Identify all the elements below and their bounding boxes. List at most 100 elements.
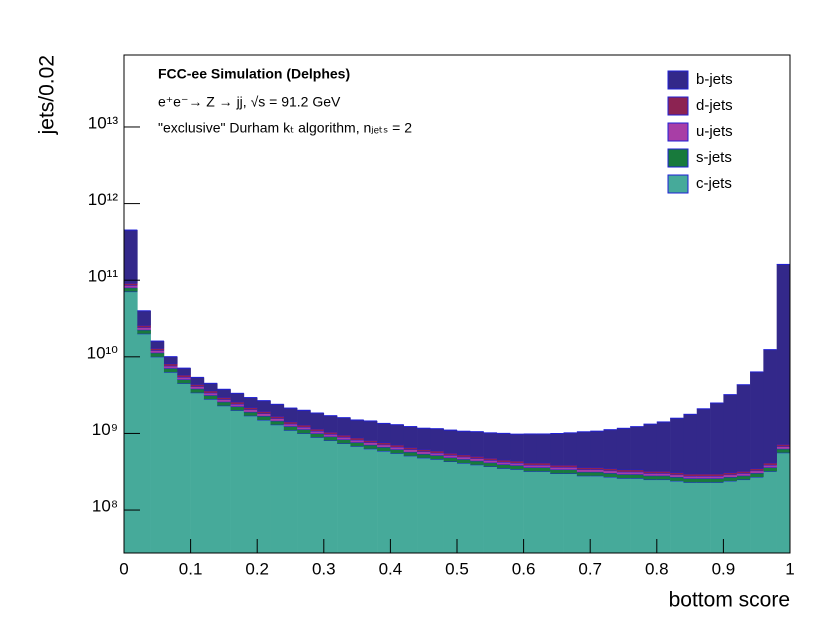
histogram-bar xyxy=(297,427,311,430)
histogram-bar xyxy=(683,414,698,474)
histogram-bar xyxy=(563,467,578,470)
histogram-bar xyxy=(430,459,444,553)
legend-label: b-jets xyxy=(696,71,733,88)
histogram-bar xyxy=(310,428,325,432)
histogram-bar xyxy=(630,426,644,470)
histogram-bar xyxy=(124,287,138,292)
legend-label: u-jets xyxy=(696,123,733,140)
histogram-bar xyxy=(696,482,711,553)
histogram-bar xyxy=(523,465,538,468)
histogram-bar xyxy=(350,446,365,553)
y-axis-label: jets/0.02 xyxy=(36,55,59,135)
histogram-bar xyxy=(430,455,444,460)
histogram-bar xyxy=(616,474,631,479)
histogram-bar xyxy=(217,397,231,400)
histogram-bar xyxy=(723,474,738,477)
histogram-bar xyxy=(776,446,791,449)
histogram-bar xyxy=(723,480,738,553)
histogram-bar xyxy=(323,431,338,435)
y-tick-label: 10¹³ xyxy=(88,113,119,132)
histogram-bar xyxy=(163,365,178,369)
histogram-bar xyxy=(443,430,458,453)
histogram-bar xyxy=(643,475,658,480)
histogram-bar xyxy=(590,431,604,468)
x-tick-label: 0.9 xyxy=(712,559,736,578)
histogram-bar xyxy=(670,476,684,481)
histogram-bar xyxy=(616,469,631,472)
histogram-bar xyxy=(137,329,151,334)
histogram-bar xyxy=(723,472,738,475)
histogram-bar xyxy=(270,418,285,421)
histogram-bar xyxy=(230,393,245,402)
histogram-bar xyxy=(750,476,764,553)
histogram-bar xyxy=(750,470,764,474)
x-tick-label: 0.7 xyxy=(578,559,602,578)
x-tick-label: 0 xyxy=(119,559,128,578)
histogram-bar xyxy=(550,433,564,465)
histogram-bar xyxy=(217,389,231,398)
histogram-bar xyxy=(483,432,498,458)
histogram-bar xyxy=(656,473,671,476)
histogram-bar xyxy=(377,444,391,448)
histogram-bar xyxy=(510,465,524,470)
histogram-bar xyxy=(643,473,658,476)
histogram-bar xyxy=(283,430,298,553)
x-axis-label: bottom score xyxy=(669,589,790,612)
histogram-bar xyxy=(163,368,178,373)
histogram-bar xyxy=(430,428,444,451)
histogram-bar xyxy=(390,453,405,553)
histogram-bar xyxy=(776,448,791,453)
histogram-bar xyxy=(217,401,231,406)
histogram-bar xyxy=(576,475,591,553)
histogram-bar xyxy=(603,476,618,553)
annotation: "exclusive" Durham kₜ algorithm, nⱼₑₜₛ =… xyxy=(158,120,412,136)
histogram-bar xyxy=(723,476,738,481)
histogram-bar xyxy=(470,458,484,461)
histogram-bar xyxy=(457,431,471,455)
histogram-bar xyxy=(616,428,631,470)
y-tick-label: 10¹¹ xyxy=(88,267,119,286)
histogram-bar xyxy=(643,479,658,553)
histogram-bar xyxy=(776,452,791,553)
histogram-bar xyxy=(443,452,458,456)
histogram-bar xyxy=(270,424,285,553)
histogram-bar xyxy=(576,469,591,472)
histogram-bar xyxy=(417,449,431,452)
histogram-bar xyxy=(230,401,245,405)
histogram-bar xyxy=(137,327,151,330)
histogram-bar xyxy=(177,383,191,553)
histogram-bar xyxy=(203,390,218,393)
histogram-bar xyxy=(217,405,231,553)
histogram-bar xyxy=(630,474,644,479)
histogram-bar xyxy=(710,482,724,553)
histogram-bar xyxy=(763,462,777,466)
histogram-bar xyxy=(363,444,378,449)
histogram-bar xyxy=(190,384,205,387)
histogram-bar xyxy=(496,468,511,553)
histogram-bar xyxy=(190,377,205,385)
histogram-bar xyxy=(137,333,151,553)
histogram-bar xyxy=(563,473,578,553)
histogram-bar xyxy=(310,433,325,438)
histogram-bar xyxy=(670,472,684,475)
histogram-bar xyxy=(323,440,338,553)
annotation: e⁺e⁻→ Z → jj, √s = 91.2 GeV xyxy=(158,94,341,110)
histogram-bar xyxy=(683,476,698,479)
histogram-bar xyxy=(670,418,684,473)
histogram-bar xyxy=(243,409,258,412)
histogram-bar xyxy=(417,457,431,553)
histogram-bar xyxy=(230,406,245,411)
histogram-bar xyxy=(390,449,405,454)
histogram-bar xyxy=(630,478,644,553)
histogram-bar xyxy=(257,411,271,414)
histogram-bar xyxy=(350,419,365,438)
legend-swatch xyxy=(667,174,689,194)
histogram-bar xyxy=(417,428,431,450)
histogram-bar xyxy=(736,475,751,480)
histogram-bar xyxy=(403,451,418,456)
histogram-bar xyxy=(643,424,658,472)
histogram-bar xyxy=(496,464,511,469)
histogram-bar xyxy=(363,448,378,553)
histogram-bar xyxy=(150,352,165,357)
histogram-bar xyxy=(363,442,378,445)
